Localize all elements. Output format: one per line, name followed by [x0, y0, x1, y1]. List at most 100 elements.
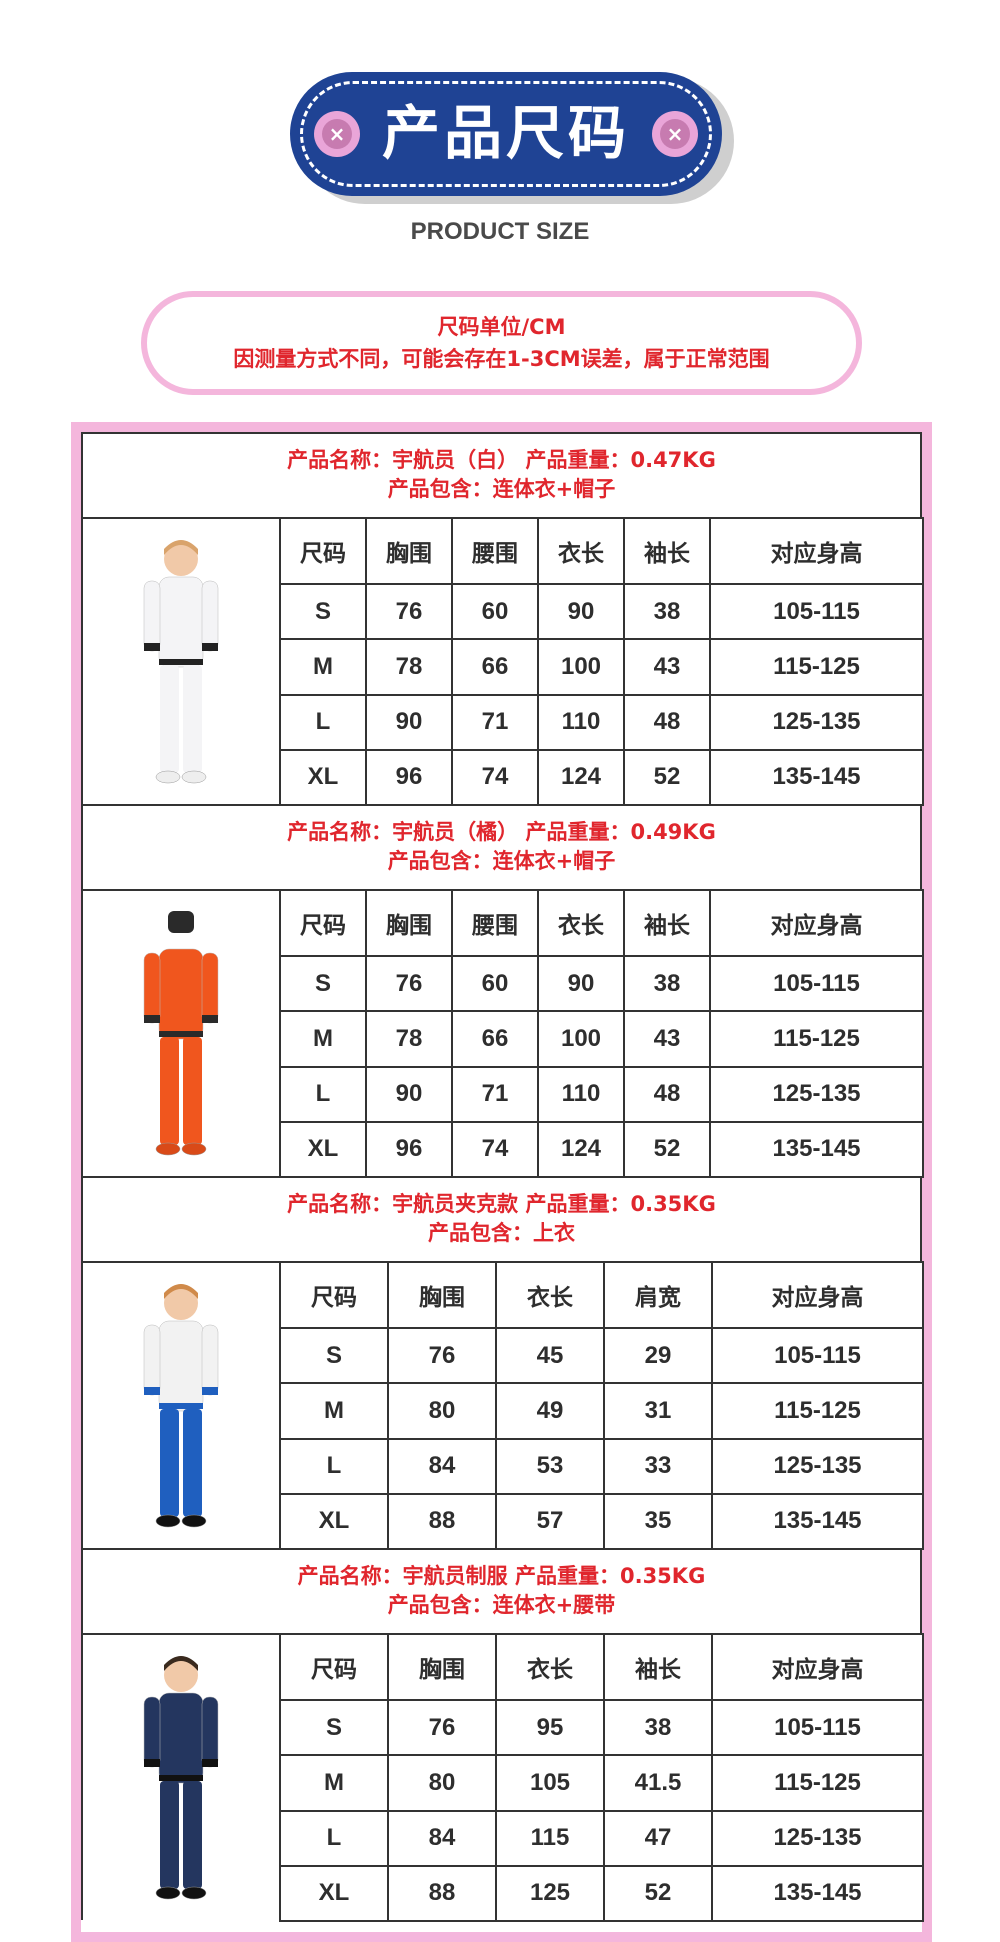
size-note: 尺码单位/CM 因测量方式不同，可能会存在1-3CM误差，属于正常范围 — [141, 291, 862, 395]
table-cell: S — [279, 955, 367, 1013]
table-cell: 84 — [387, 1809, 497, 1867]
table-cell: 110 — [537, 693, 625, 751]
table-row: XL 88 125 52 135-145 — [279, 1864, 924, 1923]
column-header: 衣长 — [495, 1260, 605, 1330]
table-cell: 135-145 — [709, 748, 924, 807]
product-photo — [81, 1633, 279, 1920]
table-row: S 76 60 90 38 105-115 — [279, 955, 924, 1013]
table-header-row: 尺码 胸围 腰围 衣长 袖长 对应身高 — [279, 516, 924, 586]
table-header-row: 尺码 胸围 衣长 肩宽 对应身高 — [279, 1260, 924, 1330]
column-header: 尺码 — [279, 1260, 389, 1330]
product-header: 产品名称：宇航员制服 产品重量：0.35KG 产品包含：连体衣+腰带 — [81, 1548, 922, 1635]
table-cell: 35 — [603, 1492, 713, 1551]
table-cell: 78 — [365, 638, 453, 696]
orange-astronaut-jumpsuit-figure — [143, 910, 219, 1155]
table-cell: 31 — [603, 1382, 713, 1440]
table-cell: 105-115 — [711, 1327, 924, 1385]
table-cell: 76 — [365, 583, 453, 641]
table-cell: L — [279, 693, 367, 751]
table-cell: S — [279, 1327, 389, 1385]
table-cell: XL — [279, 1120, 367, 1179]
table-cell: 47 — [603, 1809, 713, 1867]
table-cell: 60 — [451, 955, 539, 1013]
product-contents: 产品包含：连体衣+帽子 — [387, 849, 616, 873]
table-cell: 29 — [603, 1327, 713, 1385]
table-cell: M — [279, 638, 367, 696]
table-row: M 78 66 100 43 115-125 — [279, 1010, 924, 1068]
size-chart: 产品名称：宇航员（白） 产品重量：0.47KG 产品包含：连体衣+帽子 尺码 胸围 腰围… — [81, 432, 924, 1932]
table-cell: 105-115 — [709, 955, 924, 1013]
table-cell: 88 — [387, 1864, 497, 1923]
title-badge: × 产品尺码 × — [290, 72, 722, 196]
table-cell: 135-145 — [711, 1864, 924, 1923]
table-cell: 105-115 — [711, 1699, 924, 1757]
size-table: 尺码 胸围 腰围 衣长 袖长 对应身高 S 76 60 90 38 105-115 M 78 66 100 43… — [279, 888, 924, 1179]
table-cell: 38 — [623, 583, 711, 641]
product-header: 产品名称：宇航员（橘） 产品重量：0.49KG 产品包含：连体衣+帽子 — [81, 804, 922, 891]
product-contents: 产品包含：上衣 — [428, 1221, 575, 1245]
column-header: 尺码 — [279, 1632, 389, 1702]
table-cell: 60 — [451, 583, 539, 641]
table-cell: 84 — [387, 1437, 497, 1495]
table-cell: 115-125 — [711, 1382, 924, 1440]
column-header: 对应身高 — [709, 516, 924, 586]
table-cell: 96 — [365, 1120, 453, 1179]
table-cell: 66 — [451, 1010, 539, 1068]
table-cell: 125-135 — [709, 693, 924, 751]
table-cell: 90 — [537, 955, 625, 1013]
astronaut-jacket-figure — [143, 1283, 219, 1527]
table-row: S 76 95 38 105-115 — [279, 1699, 924, 1757]
table-cell: 76 — [365, 955, 453, 1013]
table-cell: 100 — [537, 638, 625, 696]
column-header: 胸围 — [387, 1260, 497, 1330]
column-header: 袖长 — [623, 888, 711, 958]
table-row: S 76 60 90 38 105-115 — [279, 583, 924, 641]
column-header: 袖长 — [603, 1632, 713, 1702]
page-title: 产品尺码 — [381, 99, 630, 167]
column-header: 衣长 — [537, 888, 625, 958]
table-header-row: 尺码 胸围 衣长 袖长 对应身高 — [279, 1632, 924, 1702]
table-cell: 78 — [365, 1010, 453, 1068]
table-cell: 48 — [623, 693, 711, 751]
column-header: 肩宽 — [603, 1260, 713, 1330]
column-header: 对应身高 — [711, 1632, 924, 1702]
table-cell: 125-135 — [709, 1065, 924, 1123]
sewing-button-icon: × — [314, 111, 360, 157]
table-cell: 124 — [537, 1120, 625, 1179]
table-cell: 125-135 — [711, 1809, 924, 1867]
table-cell: 115-125 — [709, 1010, 924, 1068]
table-cell: 80 — [387, 1382, 497, 1440]
table-cell: 48 — [623, 1065, 711, 1123]
size-table: 尺码 胸围 衣长 袖长 对应身高 S 76 95 38 105-115 M 80 105 41.5 115-… — [279, 1632, 924, 1923]
size-table: 尺码 胸围 衣长 肩宽 对应身高 S 76 45 29 105-115 M 80 49 31 115-125… — [279, 1260, 924, 1551]
table-cell: L — [279, 1437, 389, 1495]
table-row: L 84 53 33 125-135 — [279, 1437, 924, 1495]
table-cell: 45 — [495, 1327, 605, 1385]
table-row: M 80 105 41.5 115-125 — [279, 1754, 924, 1812]
column-header: 胸围 — [365, 516, 453, 586]
table-cell: 41.5 — [603, 1754, 713, 1812]
table-cell: M — [279, 1382, 389, 1440]
navy-astronaut-uniform-figure — [143, 1655, 219, 1899]
table-row: XL 88 57 35 135-145 — [279, 1492, 924, 1551]
table-cell: M — [279, 1010, 367, 1068]
table-cell: 71 — [451, 693, 539, 751]
column-header: 袖长 — [623, 516, 711, 586]
table-cell: S — [279, 1699, 389, 1757]
stitch-border — [300, 81, 712, 187]
table-cell: 90 — [365, 693, 453, 751]
table-header-row: 尺码 胸围 腰围 衣长 袖长 对应身高 — [279, 888, 924, 958]
product-block: 产品名称：宇航员制服 产品重量：0.35KG 产品包含：连体衣+腰带 尺码 胸围 衣长袖… — [81, 1548, 924, 1923]
product-header: 产品名称：宇航员（白） 产品重量：0.47KG 产品包含：连体衣+帽子 — [81, 432, 922, 519]
table-cell: 88 — [387, 1492, 497, 1551]
table-row: XL 96 74 124 52 135-145 — [279, 1120, 924, 1179]
product-block: 产品名称：宇航员（橘） 产品重量：0.49KG 产品包含：连体衣+帽子 尺码 胸围 腰围… — [81, 804, 924, 1179]
column-header: 尺码 — [279, 516, 367, 586]
table-cell: L — [279, 1809, 389, 1867]
table-row: L 90 71 110 48 125-135 — [279, 1065, 924, 1123]
table-cell: 74 — [451, 1120, 539, 1179]
table-row: S 76 45 29 105-115 — [279, 1327, 924, 1385]
column-header: 胸围 — [387, 1632, 497, 1702]
table-cell: 125-135 — [711, 1437, 924, 1495]
table-cell: 135-145 — [711, 1492, 924, 1551]
